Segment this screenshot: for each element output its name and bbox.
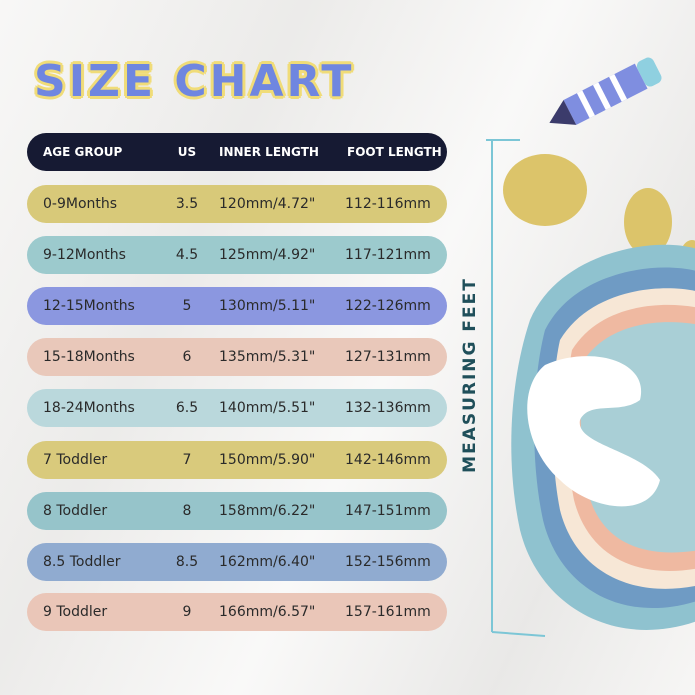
foot-length-cell: 147-151mm bbox=[345, 503, 431, 519]
table-row: 9-12Months 4.5 125mm/4.92" 117-121mm bbox=[27, 236, 447, 274]
us-size-cell: 5 bbox=[182, 298, 192, 314]
inner-length-cell: 166mm/6.57" bbox=[219, 604, 316, 620]
foot-length-cell: 132-136mm bbox=[345, 400, 431, 416]
us-size-cell: 8 bbox=[182, 503, 192, 519]
inner-length-cell: 125mm/4.92" bbox=[219, 247, 316, 263]
us-size-cell: 6.5 bbox=[175, 400, 199, 416]
table-row: 8.5 Toddler 8.5 162mm/6.40" 152-156mm bbox=[27, 543, 447, 581]
foot-length-cell: 112-116mm bbox=[345, 196, 431, 212]
us-size-cell: 9 bbox=[182, 604, 192, 620]
inner-length-cell: 158mm/6.22" bbox=[219, 503, 316, 519]
measuring-feet-label: MEASURING FEET bbox=[460, 277, 480, 473]
table-header: AGE GROUP US INNER LENGTH FOOT LENGTH bbox=[27, 133, 447, 171]
age-group-cell: 7 Toddler bbox=[43, 452, 108, 468]
header-us: US bbox=[177, 144, 197, 159]
foot-length-cell: 117-121mm bbox=[345, 247, 431, 263]
age-group-cell: 8 Toddler bbox=[43, 503, 108, 519]
ruler-line bbox=[486, 139, 546, 637]
pencil-icon bbox=[549, 57, 662, 125]
inner-length-cell: 162mm/6.40" bbox=[219, 554, 316, 570]
inner-length-cell: 130mm/5.11" bbox=[219, 298, 316, 314]
us-size-cell: 6 bbox=[182, 349, 192, 365]
foot-length-cell: 142-146mm bbox=[345, 452, 431, 468]
table-row: 9 Toddler 9 166mm/6.57" 157-161mm bbox=[27, 593, 447, 631]
inner-length-cell: 140mm/5.51" bbox=[219, 400, 316, 416]
table-row: 18-24Months 6.5 140mm/5.51" 132-136mm bbox=[27, 389, 447, 427]
age-group-cell: 18-24Months bbox=[43, 400, 135, 416]
table-row: 15-18Months 6 135mm/5.31" 127-131mm bbox=[27, 338, 447, 376]
us-size-cell: 7 bbox=[182, 452, 192, 468]
table-row: 8 Toddler 8 158mm/6.22" 147-151mm bbox=[27, 492, 447, 530]
header-age-group: AGE GROUP bbox=[43, 144, 123, 159]
us-size-cell: 4.5 bbox=[175, 247, 199, 263]
table-row: 7 Toddler 7 150mm/5.90" 142-146mm bbox=[27, 441, 447, 479]
header-foot-length: FOOT LENGTH bbox=[347, 144, 442, 159]
us-size-cell: 8.5 bbox=[175, 554, 199, 570]
foot-length-cell: 127-131mm bbox=[345, 349, 431, 365]
table-row: 0-9Months 3.5 120mm/4.72" 112-116mm bbox=[27, 185, 447, 223]
foot-length-cell: 122-126mm bbox=[345, 298, 431, 314]
inner-length-cell: 150mm/5.90" bbox=[219, 452, 316, 468]
age-group-cell: 0-9Months bbox=[43, 196, 118, 212]
inner-length-cell: 135mm/5.31" bbox=[219, 349, 316, 365]
age-group-cell: 12-15Months bbox=[43, 298, 135, 314]
page-title: SIZE CHART bbox=[34, 56, 355, 107]
footprint-illustration bbox=[503, 154, 695, 630]
age-group-cell: 9-12Months bbox=[43, 247, 126, 263]
us-size-cell: 3.5 bbox=[175, 196, 199, 212]
table-row: 12-15Months 5 130mm/5.11" 122-126mm bbox=[27, 287, 447, 325]
age-group-cell: 9 Toddler bbox=[43, 604, 108, 620]
age-group-cell: 8.5 Toddler bbox=[43, 554, 121, 570]
foot-length-cell: 157-161mm bbox=[345, 604, 431, 620]
header-inner-length: INNER LENGTH bbox=[219, 144, 319, 159]
inner-length-cell: 120mm/4.72" bbox=[219, 196, 316, 212]
foot-length-cell: 152-156mm bbox=[345, 554, 431, 570]
age-group-cell: 15-18Months bbox=[43, 349, 135, 365]
